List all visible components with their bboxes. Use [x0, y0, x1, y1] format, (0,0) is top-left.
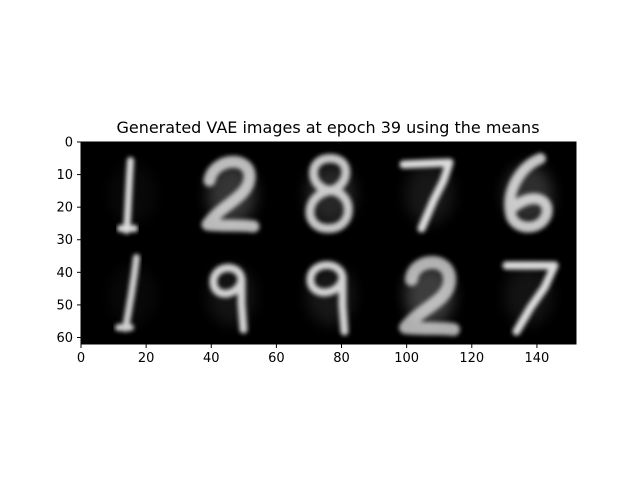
x-tick-label: 120 [459, 351, 484, 366]
digit-stroke-8 [305, 154, 353, 233]
y-tick-label: 40 [56, 266, 73, 281]
x-tick-label: 40 [203, 351, 220, 366]
digit-stroke-2 [399, 256, 460, 336]
digit-haze [504, 265, 553, 326]
x-tick-label: 60 [268, 351, 285, 366]
digit-cell [201, 155, 260, 233]
digit-cell [306, 261, 355, 336]
digit-cell [108, 157, 157, 234]
digit-cell [399, 158, 454, 233]
digit-cell [399, 256, 460, 336]
y-axis: 0 10 20 30 40 50 60 [56, 136, 81, 346]
y-tick-label: 60 [56, 331, 73, 346]
digit-stroke-2 [201, 155, 260, 233]
y-tick-label: 0 [65, 136, 73, 151]
digit-cell [502, 261, 559, 336]
digit-cell [504, 153, 553, 233]
y-tick-label: 30 [56, 233, 73, 248]
digit-stroke-1 [115, 254, 140, 332]
digit-stroke-9 [209, 263, 248, 334]
x-tick-label: 140 [525, 351, 550, 366]
digit-cells [108, 153, 559, 336]
digit-haze [108, 164, 157, 225]
digit-stroke-6 [504, 153, 553, 233]
x-tick-label: 100 [394, 351, 419, 366]
y-tick-label: 50 [56, 298, 73, 313]
x-tick-label: 80 [333, 351, 350, 366]
x-axis: 0 20 40 60 80 100 120 140 [77, 344, 549, 366]
x-tick-label: 0 [77, 351, 85, 366]
axes-frame [80, 141, 577, 345]
x-tick-label: 20 [138, 351, 155, 366]
y-tick-label: 20 [56, 201, 73, 216]
digit-stroke-9 [306, 261, 349, 336]
digit-stroke-1 [117, 157, 138, 234]
digit-cell [108, 254, 157, 332]
digit-stroke-7 [399, 158, 454, 233]
digit-cell [305, 154, 355, 233]
digit-cell [207, 263, 256, 334]
figure-title: Generated VAE images at epoch 39 using t… [116, 118, 539, 137]
digit-stroke-7 [502, 261, 559, 336]
y-tick-label: 10 [56, 168, 73, 183]
